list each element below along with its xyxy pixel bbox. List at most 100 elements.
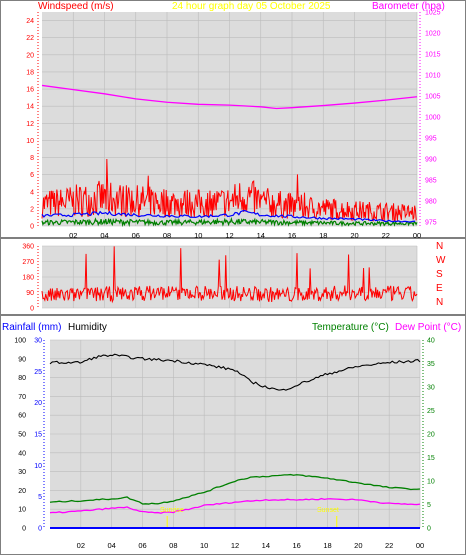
wind-y-tick: 8 bbox=[30, 155, 34, 162]
wind-y-tick: 24 bbox=[26, 18, 34, 25]
wind-x-tick: 06 bbox=[132, 231, 140, 240]
wind-x-tick: 08 bbox=[163, 231, 171, 240]
compass-s: S bbox=[436, 269, 443, 280]
rain-y-tick: 15 bbox=[34, 432, 42, 439]
baro-y-tick: 1010 bbox=[425, 72, 441, 79]
baro-y-tick: 1015 bbox=[425, 51, 441, 58]
humidity-y-tick: 40 bbox=[18, 450, 26, 457]
temp-x-tick: 20 bbox=[354, 541, 362, 550]
temp-x-tick: 16 bbox=[292, 541, 300, 550]
rain-y-tick: 5 bbox=[38, 494, 42, 501]
baro-y-tick: 1005 bbox=[425, 93, 441, 100]
sunset-annotation: Sunset bbox=[317, 507, 339, 514]
rain-y-tick: 10 bbox=[34, 463, 42, 470]
humidity-y-tick: 70 bbox=[18, 394, 26, 401]
temperature-label: Temperature (°C) bbox=[312, 322, 389, 333]
temp-x-tick: 08 bbox=[169, 541, 177, 550]
rain-y-tick: 30 bbox=[34, 338, 42, 345]
rain-y-tick: 25 bbox=[34, 369, 42, 376]
compass-e: E bbox=[436, 283, 443, 294]
sunrise-annotation: Sunrise bbox=[160, 507, 184, 514]
temp-y-tick: 0 bbox=[427, 526, 431, 533]
temp-y-tick: 10 bbox=[427, 479, 435, 486]
temp-x-tick: 18 bbox=[323, 541, 331, 550]
temp-x-tick: 14 bbox=[262, 541, 270, 550]
compass-n-bottom: N bbox=[436, 297, 443, 308]
humidity-y-tick: 50 bbox=[18, 432, 26, 439]
wind-gust-line bbox=[41, 159, 417, 222]
baro-y-tick: 1000 bbox=[425, 114, 441, 121]
wind-y-tick: 0 bbox=[30, 224, 34, 231]
dir-y-tick: 180 bbox=[22, 275, 34, 282]
baro-y-tick: 1025 bbox=[425, 10, 441, 17]
temp-x-tick: 02 bbox=[77, 541, 85, 550]
wind-y-tick: 10 bbox=[26, 138, 34, 145]
temp-y-tick: 30 bbox=[427, 385, 435, 392]
baro-y-tick: 980 bbox=[425, 198, 437, 205]
wind-avg-line bbox=[41, 209, 416, 223]
temp-y-tick: 25 bbox=[427, 408, 435, 415]
wind-x-tick: 02 bbox=[69, 231, 77, 240]
barometer-line bbox=[41, 84, 418, 110]
humidity-y-tick: 30 bbox=[18, 469, 26, 476]
wind-x-tick: 14 bbox=[257, 231, 265, 240]
humidity-y-tick: 0 bbox=[22, 526, 26, 533]
rain-y-tick: 20 bbox=[34, 400, 42, 407]
dir-y-tick: 360 bbox=[22, 244, 34, 251]
wind-x-tick: 16 bbox=[288, 231, 296, 240]
baro-y-tick: 985 bbox=[425, 177, 437, 184]
wind-y-tick: 22 bbox=[26, 35, 34, 42]
wind-y-tick: 4 bbox=[30, 189, 34, 196]
humidity-y-tick: 60 bbox=[18, 413, 26, 420]
dir-y-tick: 270 bbox=[22, 259, 34, 266]
wind-x-tick: 12 bbox=[225, 231, 233, 240]
humidity-y-tick: 20 bbox=[18, 488, 26, 495]
temperature-line bbox=[49, 473, 421, 505]
wind-y-tick: 18 bbox=[26, 69, 34, 76]
dir-y-tick: 90 bbox=[26, 290, 34, 297]
baro-y-tick: 990 bbox=[425, 156, 437, 163]
temp-x-tick: 00 bbox=[416, 541, 424, 550]
temp-x-tick: 06 bbox=[138, 541, 146, 550]
temp-y-tick: 5 bbox=[427, 502, 431, 509]
wind-y-tick: 14 bbox=[26, 104, 34, 111]
wind-x-tick: 18 bbox=[319, 231, 327, 240]
baro-y-tick: 975 bbox=[425, 219, 437, 226]
baro-y-tick: 1020 bbox=[425, 30, 441, 37]
baro-y-tick: 995 bbox=[425, 135, 437, 142]
tick-labels: 0246810121416182022249759809859909951000… bbox=[14, 10, 440, 551]
humidity-label: Humidity bbox=[68, 322, 107, 333]
wind-y-tick: 12 bbox=[26, 121, 34, 128]
dewpoint-line bbox=[49, 497, 421, 514]
barometer-label: Barometer (hpa) bbox=[372, 1, 445, 12]
humidity-y-tick: 100 bbox=[14, 338, 26, 345]
wind-y-tick: 20 bbox=[26, 52, 34, 59]
wind-direction-line bbox=[41, 246, 418, 304]
chart-title: 24 hour graph day 05 October 2025 bbox=[172, 1, 331, 12]
windspeed-label: Windspeed (m/s) bbox=[38, 1, 114, 12]
dewpoint-label: Dew Point (°C) bbox=[395, 322, 461, 333]
temp-y-tick: 20 bbox=[427, 432, 435, 439]
humidity-y-tick: 10 bbox=[18, 507, 26, 514]
humidity-y-tick: 80 bbox=[18, 375, 26, 382]
temp-x-tick: 10 bbox=[200, 541, 208, 550]
humidity-line bbox=[49, 353, 421, 391]
rain-y-tick: 0 bbox=[38, 526, 42, 533]
temp-y-tick: 35 bbox=[427, 361, 435, 368]
wind-y-tick: 2 bbox=[30, 206, 34, 213]
wind-x-tick: 20 bbox=[350, 231, 358, 240]
wind-y-tick: 6 bbox=[30, 172, 34, 179]
temp-y-tick: 40 bbox=[427, 338, 435, 345]
wind-y-tick: 16 bbox=[26, 87, 34, 94]
rainfall-label: Rainfall (mm) bbox=[2, 322, 61, 333]
grid-lines bbox=[42, 12, 421, 529]
humidity-y-tick: 90 bbox=[18, 356, 26, 363]
temp-x-tick: 04 bbox=[107, 541, 115, 550]
temp-x-tick: 12 bbox=[231, 541, 239, 550]
data-series bbox=[41, 84, 421, 529]
compass-w: W bbox=[436, 255, 446, 266]
wind-x-tick: 10 bbox=[194, 231, 202, 240]
dir-y-tick: 0 bbox=[30, 306, 34, 313]
wind-lull-line bbox=[41, 216, 418, 228]
